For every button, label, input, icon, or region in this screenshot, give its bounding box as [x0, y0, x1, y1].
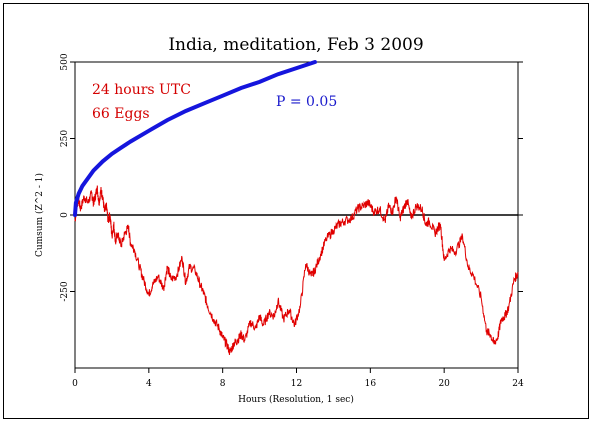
- x-tick-label: 12: [291, 379, 302, 389]
- annotation-p-value: P = 0.05: [276, 94, 337, 110]
- x-axis: 0 4 8 12 16 20 24: [72, 368, 524, 389]
- annotation-hours: 24 hours UTC: [92, 82, 191, 98]
- y-axis-title: Cumsum (Z^2 - 1): [34, 173, 45, 257]
- y-tick-label: 250: [60, 130, 70, 147]
- cumsum-series-line: [74, 185, 519, 356]
- y-axis: -250 0 250 500: [60, 53, 523, 302]
- x-tick-label: 4: [146, 379, 152, 389]
- chart-frame: [3, 3, 589, 419]
- x-tick-label: 0: [72, 379, 78, 389]
- y-tick-label: 0: [60, 212, 70, 218]
- y-tick-label: -250: [60, 281, 70, 301]
- y-tick-label: 500: [60, 53, 70, 70]
- x-tick-label: 16: [365, 379, 377, 389]
- x-tick-label: 8: [220, 379, 226, 389]
- x-axis-title: Hours (Resolution, 1 sec): [238, 394, 354, 405]
- annotation-eggs: 66 Eggs: [92, 106, 150, 122]
- x-tick-label: 20: [438, 379, 450, 389]
- chart-title: India, meditation, Feb 3 2009: [168, 35, 423, 55]
- probability-envelope-line: [73, 60, 317, 217]
- x-tick-label: 24: [512, 379, 524, 389]
